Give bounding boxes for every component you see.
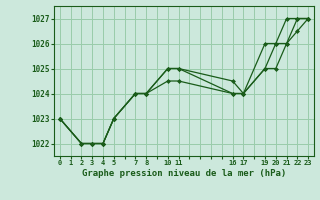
X-axis label: Graphe pression niveau de la mer (hPa): Graphe pression niveau de la mer (hPa) [82, 169, 286, 178]
